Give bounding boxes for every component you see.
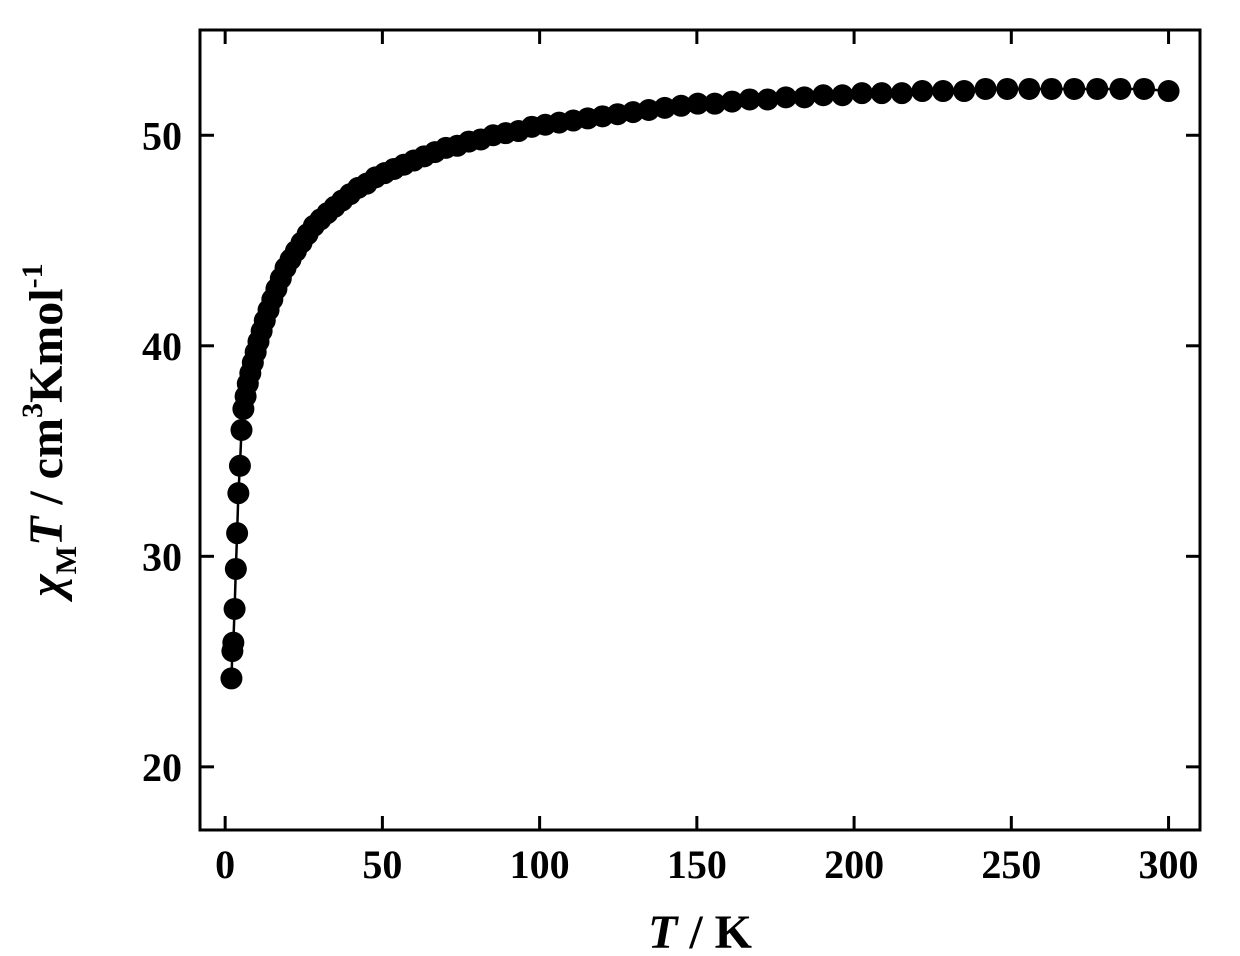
data-marker: [220, 667, 242, 689]
data-marker: [229, 455, 251, 477]
x-axis-label: T / K: [648, 906, 752, 956]
data-marker: [1109, 78, 1131, 100]
data-marker: [1041, 78, 1063, 100]
data-marker: [1158, 80, 1180, 102]
data-marker: [911, 80, 933, 102]
data-marker: [227, 482, 249, 504]
data-marker: [222, 632, 244, 654]
x-tick-label: 300: [1139, 842, 1199, 887]
data-marker: [871, 82, 893, 104]
data-marker: [975, 78, 997, 100]
x-tick-label: 50: [362, 842, 402, 887]
data-marker: [932, 80, 954, 102]
x-tick-label: 100: [510, 842, 570, 887]
x-tick-label: 150: [667, 842, 727, 887]
data-marker: [226, 522, 248, 544]
data-marker: [891, 82, 913, 104]
x-tick-label: 200: [824, 842, 884, 887]
x-tick-label: 250: [981, 842, 1041, 887]
data-marker: [1133, 78, 1155, 100]
magnetic-susceptibility-chart: 05010015020025030020304050T / KχMT / cm3…: [0, 0, 1240, 956]
chart-container: 05010015020025030020304050T / KχMT / cm3…: [0, 0, 1240, 956]
data-marker: [224, 598, 246, 620]
data-marker: [1086, 78, 1108, 100]
data-marker: [831, 84, 853, 106]
data-marker: [1063, 78, 1085, 100]
y-tick-label: 30: [142, 534, 182, 579]
y-tick-label: 20: [142, 745, 182, 790]
data-marker: [851, 82, 873, 104]
data-marker: [812, 84, 834, 106]
y-tick-label: 40: [142, 324, 182, 369]
data-marker: [231, 419, 253, 441]
x-tick-label: 0: [215, 842, 235, 887]
data-marker: [996, 78, 1018, 100]
data-marker: [793, 86, 815, 108]
data-marker: [953, 80, 975, 102]
data-marker: [225, 558, 247, 580]
y-tick-label: 50: [142, 113, 182, 158]
data-marker: [1018, 78, 1040, 100]
